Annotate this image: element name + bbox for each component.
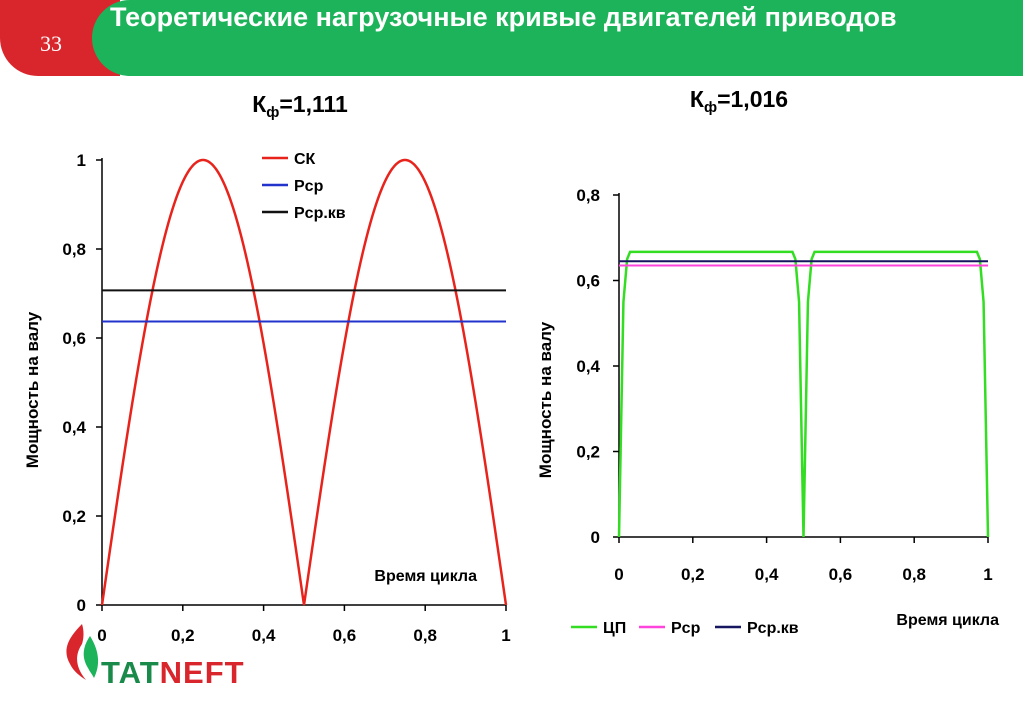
y-tick-label: 0,2 <box>576 443 600 462</box>
slide-header: 33 Теоретические нагрузочные кривые двиг… <box>0 0 1023 76</box>
series-line-1 <box>617 250 990 538</box>
y-tick-label: 0,8 <box>576 186 600 205</box>
chart-2: Кф=1,016 0 0,2 0,4 0,6 0,8 0 0,2 0,4 0,6 0,8 1 Время… <box>536 86 999 637</box>
logo-part1: TAT <box>101 655 160 690</box>
x-tick-label: 0,2 <box>171 626 195 645</box>
chart-title: Кф=1,111 <box>252 91 348 121</box>
x-tick-label: 0,4 <box>252 626 276 645</box>
chart-title-sub: ф <box>704 99 717 116</box>
x-tick-label: 0,8 <box>902 565 926 584</box>
legend-label: ЦП <box>603 620 626 637</box>
chart-title-value: =1,016 <box>717 86 788 112</box>
y-tick-label: 0,4 <box>576 357 600 376</box>
y-axis-label: Мощность на валу <box>536 321 555 478</box>
x-tick-label: 0 <box>97 626 106 645</box>
tatneft-logo: TATNEFT <box>101 656 245 690</box>
y-tick-label: 0 <box>591 528 600 547</box>
logo-part2: NEFT <box>159 655 245 690</box>
y-axis-label: Мощность на валу <box>23 311 42 468</box>
legend-label: Рср.кв <box>747 620 799 637</box>
x-tick-label: 0,6 <box>333 626 357 645</box>
chart-title-main: К <box>252 91 267 117</box>
chart-title: Кф=1,016 <box>690 86 788 116</box>
y-tick-label: 0 <box>77 596 86 615</box>
x-tick-label: 0,8 <box>413 626 437 645</box>
legend-label: Рср <box>671 620 701 637</box>
series-line-1 <box>100 158 508 606</box>
x-tick-label: 0,4 <box>755 565 779 584</box>
y-tick-label: 1 <box>77 151 86 170</box>
chart-1: Кф=1,111 0 0,2 0,4 0,6 0,8 1 0 0,2 0,4 0,6 0,8 1 Врем… <box>23 91 511 645</box>
x-tick-label: 0,2 <box>681 565 705 584</box>
tatneft-flame-icon <box>66 624 99 680</box>
x-tick-label: 0 <box>614 565 623 584</box>
y-tick-label: 0,4 <box>62 418 86 437</box>
chart-title-sub: ф <box>266 104 279 121</box>
title-band <box>92 0 1023 76</box>
slide-title: Теоретические нагрузочные кривые двигате… <box>110 2 897 32</box>
y-tick-label: 0,2 <box>62 507 86 526</box>
x-axis-label: Время цикла <box>896 612 999 629</box>
y-tick-label: 0,6 <box>62 329 86 348</box>
x-tick-label: 1 <box>983 565 992 584</box>
x-axis-label: Время цикла <box>374 568 477 585</box>
y-tick-label: 0,8 <box>62 240 86 259</box>
chart-title-value: =1,111 <box>279 91 348 117</box>
x-tick-label: 0,6 <box>829 565 853 584</box>
legend-label: Рср <box>294 178 324 195</box>
legend-label: СК <box>294 151 316 168</box>
x-tick-label: 1 <box>501 626 510 645</box>
chart-title-main: К <box>690 86 705 112</box>
y-tick-label: 0,6 <box>576 272 600 291</box>
slide-number: 33 <box>40 31 62 56</box>
legend-label: Рср.кв <box>294 205 346 222</box>
